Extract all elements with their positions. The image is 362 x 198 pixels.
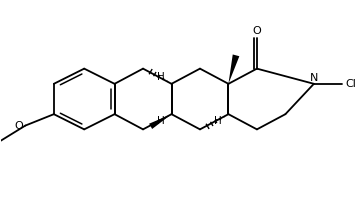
Text: N: N [310,73,318,83]
Text: O: O [253,26,261,36]
Text: H: H [157,72,165,82]
Text: O: O [14,121,23,130]
Text: H: H [157,116,165,126]
Polygon shape [149,114,172,129]
Polygon shape [228,54,239,84]
Text: H: H [214,116,222,126]
Text: Cl: Cl [345,79,356,89]
